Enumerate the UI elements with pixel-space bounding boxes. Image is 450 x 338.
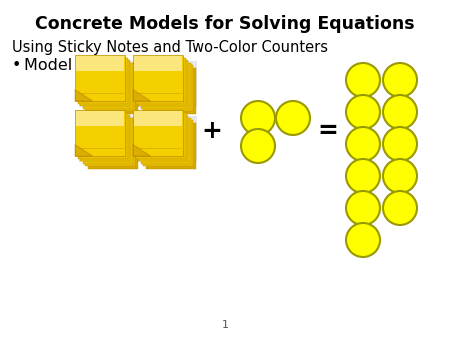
- Ellipse shape: [276, 101, 310, 135]
- Ellipse shape: [346, 191, 380, 225]
- Polygon shape: [76, 111, 124, 126]
- Polygon shape: [135, 113, 185, 159]
- Polygon shape: [79, 61, 139, 107]
- Polygon shape: [87, 122, 138, 169]
- Text: •: •: [12, 58, 22, 73]
- Polygon shape: [82, 63, 132, 108]
- Polygon shape: [133, 110, 183, 156]
- Polygon shape: [133, 90, 150, 101]
- Polygon shape: [135, 57, 185, 103]
- Ellipse shape: [241, 101, 275, 135]
- Text: =: =: [318, 119, 338, 143]
- Polygon shape: [80, 115, 130, 161]
- Polygon shape: [137, 116, 197, 162]
- Polygon shape: [140, 63, 190, 108]
- Polygon shape: [79, 116, 139, 162]
- Polygon shape: [75, 145, 93, 156]
- Polygon shape: [77, 113, 127, 159]
- Polygon shape: [143, 120, 193, 166]
- Ellipse shape: [241, 129, 275, 163]
- Polygon shape: [80, 60, 130, 106]
- Polygon shape: [134, 111, 182, 126]
- Text: +: +: [202, 119, 222, 143]
- Polygon shape: [76, 56, 124, 71]
- Text: Using Sticky Notes and Two-Color Counters: Using Sticky Notes and Two-Color Counter…: [12, 40, 328, 55]
- Polygon shape: [138, 115, 188, 161]
- Text: 1: 1: [221, 320, 229, 330]
- Polygon shape: [82, 118, 132, 164]
- Text: + 3 = 11: + 3 = 11: [84, 58, 162, 73]
- Polygon shape: [133, 145, 150, 156]
- Ellipse shape: [346, 127, 380, 161]
- Polygon shape: [77, 57, 127, 103]
- Ellipse shape: [346, 159, 380, 193]
- Ellipse shape: [383, 127, 417, 161]
- Text: x: x: [76, 58, 86, 73]
- Ellipse shape: [346, 63, 380, 97]
- Ellipse shape: [383, 63, 417, 97]
- Ellipse shape: [383, 159, 417, 193]
- Polygon shape: [75, 55, 125, 101]
- Polygon shape: [137, 61, 197, 107]
- Polygon shape: [133, 55, 183, 101]
- Ellipse shape: [346, 223, 380, 257]
- Polygon shape: [145, 68, 195, 114]
- Polygon shape: [140, 118, 190, 164]
- Text: Model 4: Model 4: [24, 58, 87, 73]
- Polygon shape: [85, 65, 135, 111]
- Polygon shape: [145, 122, 195, 169]
- Text: Concrete Models for Solving Equations: Concrete Models for Solving Equations: [35, 15, 415, 33]
- Ellipse shape: [383, 191, 417, 225]
- Polygon shape: [85, 120, 135, 166]
- Ellipse shape: [383, 95, 417, 129]
- Polygon shape: [138, 60, 188, 106]
- Polygon shape: [143, 65, 193, 111]
- Ellipse shape: [346, 95, 380, 129]
- Polygon shape: [75, 110, 125, 156]
- Polygon shape: [134, 56, 182, 71]
- Polygon shape: [87, 68, 138, 114]
- Polygon shape: [75, 90, 93, 101]
